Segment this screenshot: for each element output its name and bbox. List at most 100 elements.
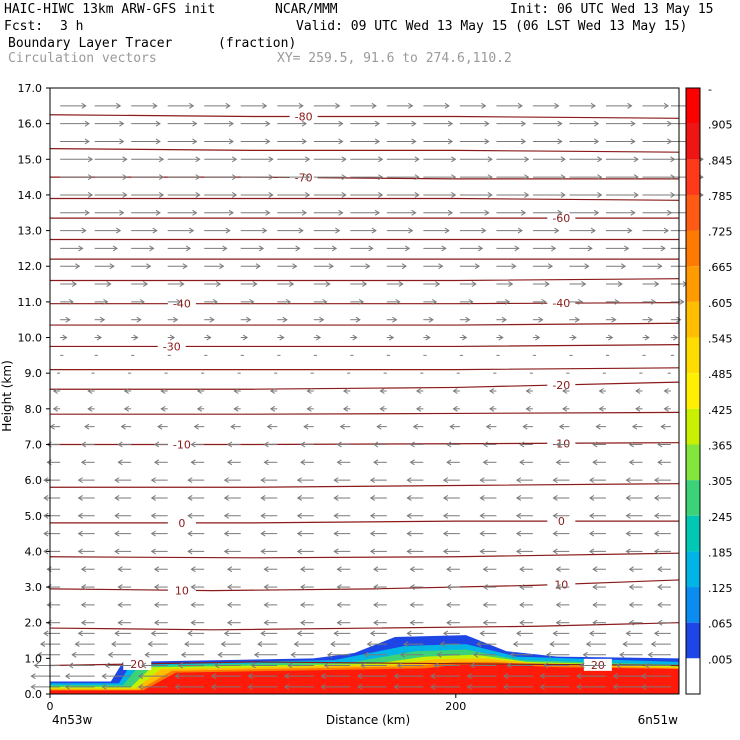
wind-vector-head: [592, 566, 598, 573]
wind-vector-head: [503, 683, 509, 690]
wind-vector-head: [160, 388, 166, 394]
wind-vector-head: [625, 495, 631, 501]
wind-vector-head: [101, 673, 107, 680]
colorbar-swatch: [686, 587, 700, 623]
wind-vector-head: [517, 102, 523, 109]
wind-vector-head: [43, 548, 49, 555]
wind-vector-head: [597, 174, 603, 181]
wind-vector-head: [392, 316, 398, 323]
wind-vector-head: [84, 120, 90, 127]
wind-vector-head: [319, 316, 325, 323]
wind-vector-head: [538, 316, 544, 323]
wind-vector-head: [223, 495, 229, 501]
wind-vector-head: [333, 630, 339, 637]
wind-vector-head: [614, 298, 620, 305]
wind-vector-head: [195, 174, 201, 181]
wind-vector-head: [152, 102, 158, 109]
wind-vector-head: [612, 683, 618, 690]
wind-vector-head: [107, 651, 114, 658]
wind-vector-head: [555, 459, 561, 466]
wind-vector-head: [153, 459, 160, 466]
wind-vector-head: [625, 477, 631, 484]
wind-vector-head: [479, 530, 485, 537]
contour-label-bg: [167, 516, 196, 529]
wind-vector-head: [246, 316, 252, 323]
wind-vector-head: [511, 263, 517, 270]
contour-label: -80: [295, 111, 313, 124]
wind-vector-head: [242, 334, 249, 341]
wind-vector-head: [333, 477, 339, 484]
wind-vector-head: [333, 530, 339, 537]
contour-line-3: [49, 552, 680, 559]
wind-vector-head: [122, 192, 128, 198]
y-tick-label: 14.0: [18, 189, 43, 202]
wind-vector-head: [322, 298, 328, 305]
wind-vector-head: [411, 138, 417, 145]
wind-vector-head: [357, 673, 363, 680]
wind-vector-head: [233, 405, 239, 412]
wind-vector-head: [581, 281, 587, 287]
wind-vector-head: [104, 662, 110, 669]
wind-vector-head: [452, 405, 458, 412]
contour-line-17: [50, 197, 680, 201]
wind-vector-head: [284, 683, 290, 690]
wind-vector-head: [625, 512, 631, 519]
colorbar-label: .845: [708, 154, 733, 167]
wind-vector-head: [657, 441, 663, 448]
wind-vector-head: [435, 281, 441, 287]
contour-label-bg: [547, 378, 576, 391]
wind-vector-head: [123, 405, 130, 412]
wind-vector-head: [87, 388, 93, 394]
wind-vector-head: [80, 566, 87, 573]
wind-vector-head: [444, 102, 450, 109]
wind-vector-head: [595, 423, 601, 430]
contour-label: -10: [552, 437, 570, 450]
wind-vector-head: [371, 227, 377, 234]
wind-vector-head: [554, 102, 560, 109]
contour-label: -30: [163, 340, 181, 353]
wind-vector-head: [304, 192, 311, 198]
wind-vector-head: [117, 441, 123, 448]
wind-vector-head: [187, 512, 193, 519]
wind-vector-head: [87, 156, 94, 163]
wind-vector-head: [487, 174, 493, 181]
wind-vector-head: [187, 495, 193, 501]
wind-vector-head: [657, 459, 663, 466]
wind-vector-head: [117, 459, 123, 466]
wind-vector-head: [150, 512, 156, 519]
wind-vector-head: [335, 227, 341, 234]
wind-vector-head: [338, 120, 344, 127]
x-axis: 0 200: [47, 694, 466, 713]
wind-vector-head: [260, 630, 266, 637]
wind-vector-head: [471, 281, 477, 287]
wind-vector-head: [77, 630, 83, 637]
y-tick-label: 11.0: [18, 296, 43, 309]
wind-vector-head: [524, 174, 530, 181]
wind-vector-head: [301, 138, 307, 145]
x-tick-label: 0: [47, 700, 54, 713]
wind-vector-head: [296, 477, 303, 484]
wind-vector-head: [406, 548, 412, 555]
wind-vector-head: [630, 120, 636, 127]
wind-vector-head: [226, 601, 233, 608]
wind-vector-head: [466, 673, 472, 680]
wind-vector-head: [196, 388, 203, 394]
wind-vector-head: [515, 530, 522, 537]
wind-vector-head: [263, 619, 269, 626]
contour-label: -10: [173, 438, 191, 451]
wind-vector-head: [560, 192, 566, 198]
wind-vector-head: [123, 388, 130, 394]
wind-vector-head: [577, 298, 584, 305]
wind-vector-head: [265, 209, 271, 216]
wind-vector-head: [223, 530, 229, 537]
y-tick-label: 15.0: [18, 153, 43, 166]
wind-vector-head: [576, 673, 582, 680]
wind-vector-head: [409, 566, 415, 573]
wind-vector-head: [482, 601, 488, 608]
wind-vector-head: [296, 530, 303, 537]
contour-line-0: [49, 661, 680, 667]
wind-vector-head: [136, 316, 142, 323]
wind-vector-head: [619, 651, 625, 658]
wind-vector-head: [330, 641, 336, 648]
contour-label: -40: [552, 297, 570, 310]
